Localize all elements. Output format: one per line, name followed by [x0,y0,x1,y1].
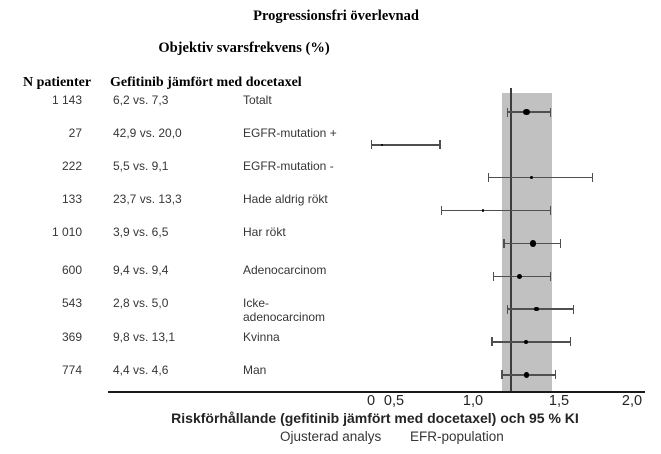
subgroup-label: Har rökt [243,225,286,239]
subgroup-label: Totalt [243,93,272,107]
subgroup-label: Kvinna [243,330,280,344]
ci-cap-high [439,140,441,150]
ci-cap-high [549,107,552,117]
n-patients-value: 600 [61,263,82,277]
table-row: 543 2,8 vs. 5,0 Icke-adenocarcinom [0,296,340,324]
point-estimate-dot [522,108,530,116]
response-rate-value: 3,9 vs. 6,5 [113,225,169,239]
table-row: 369 9,8 vs. 13,1 Kvinna [0,330,340,346]
n-patients-value: 774 [61,363,82,377]
ci-cap-low [501,370,503,380]
x-axis-line [108,391,645,393]
x-tick-label: 1,5 [548,393,570,409]
footnote-population: EFR-population [410,429,504,444]
ci-cap-high [554,370,557,380]
table-row: 1 010 3,9 vs. 6,5 Har rökt [0,225,340,241]
table-row: 133 23,7 vs. 13,3 Hade aldrig rökt [0,192,340,208]
figure-subtitle: Objektiv svarsfrekvens (%) [158,40,330,56]
ci-cap-low [506,107,509,117]
point-estimate-dot [524,340,529,344]
n-patients-value: 369 [61,330,82,344]
table-row: 600 9,4 vs. 9,4 Adenocarcinom [0,263,340,279]
ci-bar [493,275,551,277]
table-row: 27 42,9 vs. 20,0 EGFR-mutation + [0,126,340,142]
ci-bar [491,341,571,343]
subgroup-label: Man [243,363,267,377]
n-patients-value: 1 010 [51,225,82,239]
point-estimate-dot [529,176,533,180]
n-patients-value: 1 143 [51,93,82,107]
ci-cap-high [549,271,552,281]
point-estimate-dot [482,209,485,212]
subgroup-label: Icke-adenocarcinom [243,296,326,324]
table-row: 1 143 6,2 vs. 7,3 Totalt [0,93,340,109]
response-rate-value: 4,4 vs. 4,6 [113,363,169,377]
x-axis-label: Riskförhållande (gefitinib jämfört med d… [171,410,579,426]
ci-cap-low [492,271,495,281]
ci-cap-low [503,238,505,248]
table-row: 222 5,5 vs. 9,1 EGFR-mutation - [0,159,340,175]
subgroup-label: Hade aldrig rökt [243,192,328,206]
reference-line [509,88,512,391]
ci-cap-high [559,238,562,248]
ci-bar [488,176,593,179]
subgroup-label: EGFR-mutation - [243,159,334,173]
ci-cap-low [370,140,373,150]
ci-cap-low [506,304,509,314]
point-estimate-dot [523,372,530,378]
point-estimate-dot [516,273,522,279]
subgroup-label: EGFR-mutation + [243,126,337,140]
ci-cap-low [487,173,490,183]
column-header-n-patients: N patienter [23,75,92,90]
ci-bar [441,209,551,212]
response-rate-value: 5,5 vs. 9,1 [113,159,169,173]
n-patients-value: 27 [68,126,82,140]
ci-cap-high [569,337,572,347]
ci-bar [507,308,574,310]
x-tick-label: 0,5 [383,393,405,409]
ci-cap-high [549,206,552,216]
response-rate-value: 23,7 vs. 13,3 [113,192,182,206]
x-tick-label: 0 [366,393,376,409]
response-rate-value: 42,9 vs. 20,0 [113,126,182,140]
point-estimate-dot [534,306,539,312]
point-estimate-dot [381,143,384,146]
ci-cap-low [491,337,493,347]
response-rate-value: 6,2 vs. 7,3 [113,93,169,107]
response-rate-value: 2,8 vs. 5,0 [113,296,169,310]
n-patients-value: 222 [61,159,82,173]
subgroup-label: Adenocarcinom [243,263,327,277]
ci-cap-high [572,304,575,314]
response-rate-value: 9,4 vs. 9,4 [113,263,169,277]
point-estimate-dot [530,240,537,247]
n-patients-value: 133 [61,192,82,206]
column-header-comparison: Gefitinib jämfört med docetaxel [110,75,302,90]
n-patients-value: 543 [61,296,82,310]
footnote-analysis: Ojusterad analys [280,429,382,444]
table-row: 774 4,4 vs. 4,6 Man [0,363,340,379]
ci-bar [371,144,440,146]
x-tick-label: 1,0 [462,393,484,409]
response-rate-value: 9,8 vs. 13,1 [113,330,176,344]
ci-cap-high [591,173,594,183]
figure-title: Progressionsfri överlevnad [253,8,419,24]
x-tick-label: 2,0 [621,393,643,409]
ci-cap-low [440,206,443,216]
